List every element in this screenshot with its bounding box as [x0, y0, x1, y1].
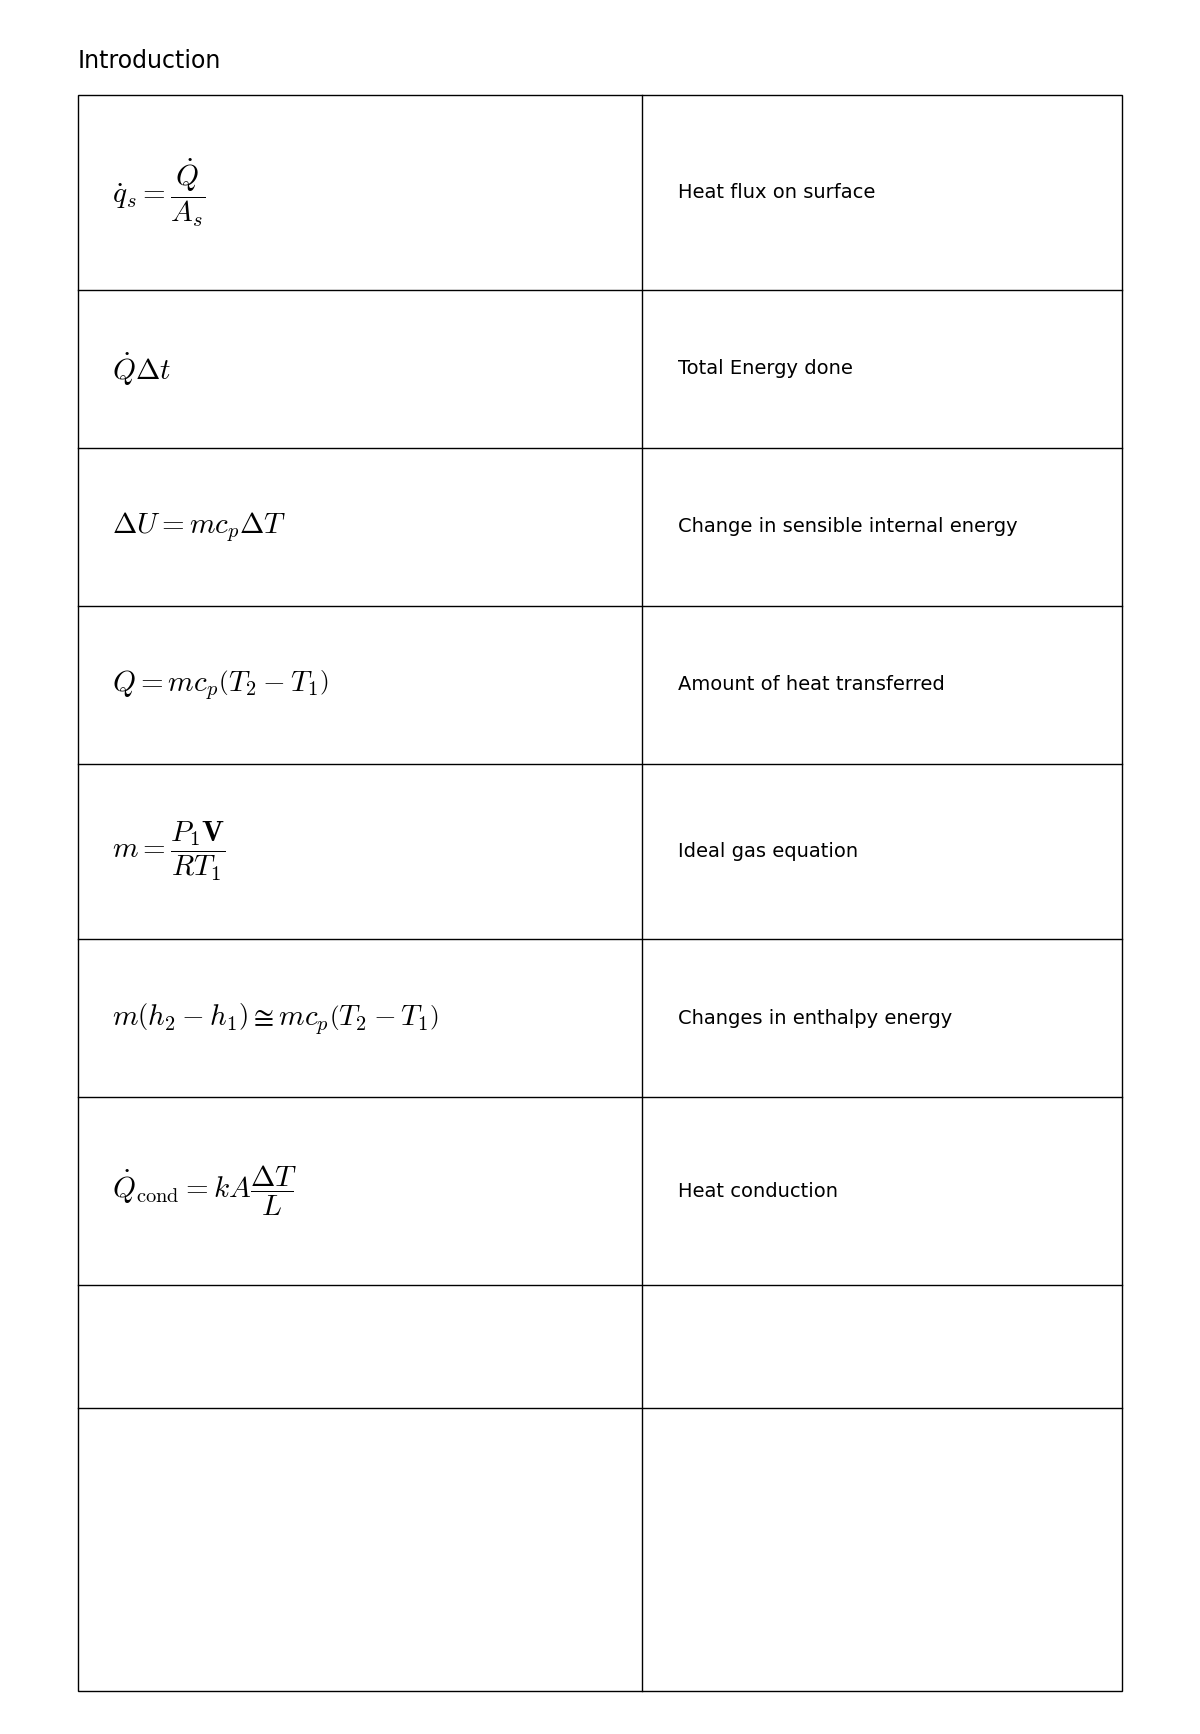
Text: Introduction: Introduction [78, 49, 221, 73]
Text: $m\left(h_2 - h_1\right) \cong mc_p\left(T_2 - T_1\right)$: $m\left(h_2 - h_1\right) \cong mc_p\left… [112, 1001, 439, 1035]
Text: Ideal gas equation: Ideal gas equation [678, 843, 858, 862]
Text: Change in sensible internal energy: Change in sensible internal energy [678, 517, 1018, 536]
Text: $m = \dfrac{P_1\mathbf{V}}{RT_1}$: $m = \dfrac{P_1\mathbf{V}}{RT_1}$ [112, 820, 224, 883]
Text: $\dot{Q}_{\mathrm{cond}} = kA\dfrac{\Delta T}{L}$: $\dot{Q}_{\mathrm{cond}} = kA\dfrac{\Del… [112, 1164, 296, 1219]
Bar [78, 95, 1122, 1691]
Text: Heat flux on surface: Heat flux on surface [678, 184, 875, 203]
Text: Total Energy done: Total Energy done [678, 359, 853, 378]
Text: Changes in enthalpy energy: Changes in enthalpy energy [678, 1009, 953, 1028]
Text: $\Delta U = mc_p\Delta T$: $\Delta U = mc_p\Delta T$ [112, 510, 286, 544]
Text: $\dot{Q}\Delta t$: $\dot{Q}\Delta t$ [112, 350, 170, 388]
Text: Heat conduction: Heat conduction [678, 1183, 838, 1202]
Text: $Q = mc_p\left(T_2 - T_1\right)$: $Q = mc_p\left(T_2 - T_1\right)$ [112, 668, 328, 702]
Text: Amount of heat transferred: Amount of heat transferred [678, 675, 944, 694]
Text: $\dot{q}_s = \dfrac{\dot{Q}}{A_s}$: $\dot{q}_s = \dfrac{\dot{Q}}{A_s}$ [112, 156, 205, 229]
